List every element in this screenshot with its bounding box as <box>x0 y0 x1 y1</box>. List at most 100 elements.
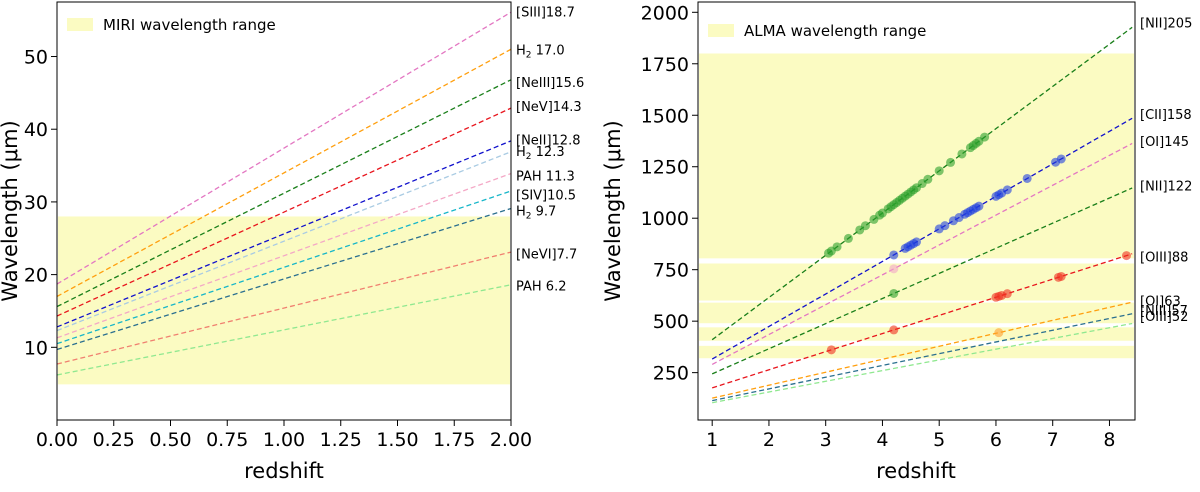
alma-point-0-21 <box>923 174 933 184</box>
alma-x-axis-label: redshift <box>876 459 956 483</box>
alma-point-0-29 <box>980 132 990 142</box>
miri-line-label-3: [NeV]14.3 <box>516 100 582 115</box>
alma-y-ticks: 250 500 750 1000 1250 1500 1750 2000 <box>641 2 698 385</box>
alma-line-label-5: [OI]63 <box>1140 295 1181 310</box>
miri-x-tick-label-6: 1.50 <box>376 429 418 451</box>
alma-x-tick-label-1: 2 <box>763 429 775 451</box>
miri-legend-label: MIRI wavelength range <box>103 16 276 34</box>
miri-line-5 <box>56 151 512 332</box>
alma-line-label-7: [OIII]52 <box>1140 310 1188 325</box>
alma-point-0-22 <box>934 166 944 176</box>
alma-band-4 <box>699 53 1134 259</box>
alma-point-4-7 <box>1056 271 1066 281</box>
miri-line-labels: [SIII]18.7 H2 17.0 [NeIII]15.6 [NeV]14.3 [Ne… <box>516 5 584 294</box>
alma-x-tick-label-4: 5 <box>933 429 945 451</box>
alma-y-tick-label-0: 250 <box>653 363 689 385</box>
miri-x-ticks: 0.00 0.25 0.50 0.75 1.00 1.25 1.50 1.75 2.00 <box>36 420 532 451</box>
miri-x-tick-label-5: 1.25 <box>320 429 362 451</box>
alma-line-label-0: [NII]205 <box>1140 17 1192 32</box>
miri-line-0 <box>56 11 512 285</box>
alma-legend-label: ALMA wavelength range <box>744 22 926 40</box>
miri-line-label-0: [SIII]18.7 <box>516 5 575 20</box>
alma-band-3 <box>699 263 1134 301</box>
alma-y-tick-label-2: 750 <box>653 260 689 282</box>
alma-line-label-6: [NIII]57 <box>1140 304 1188 319</box>
alma-points <box>824 132 1131 355</box>
alma-point-1-0 <box>889 250 899 260</box>
miri-y-tick-label-1: 20 <box>24 265 48 287</box>
alma-x-ticks: 1 2 3 4 5 6 7 8 <box>706 420 1116 451</box>
alma-point-0-23 <box>946 157 956 167</box>
miri-line-8 <box>56 207 512 351</box>
miri-y-tick-label-3: 40 <box>24 119 48 141</box>
miri-line-label-9: [NeVI]7.7 <box>516 248 577 263</box>
alma-bands <box>699 53 1134 359</box>
alma-point-1-15 <box>974 201 984 211</box>
miri-line-9 <box>56 251 512 365</box>
alma-point-0-3 <box>843 233 853 243</box>
alma-line-0 <box>711 26 1133 341</box>
alma-point-1-7 <box>940 221 950 231</box>
alma-line-label-4: [OIII]88 <box>1140 250 1188 265</box>
alma-line-3 <box>711 187 1133 375</box>
miri-line-10 <box>56 284 512 376</box>
alma-y-tick-label-7: 2000 <box>641 2 689 24</box>
miri-y-tick-label-0: 10 <box>24 337 48 359</box>
alma-point-0-2 <box>832 242 842 252</box>
miri-x-tick-label-7: 1.75 <box>433 429 475 451</box>
miri-x-tick-label-3: 0.75 <box>206 429 248 451</box>
miri-x-axis-label: redshift <box>244 459 324 483</box>
alma-y-axis-label: Wavelength (μm) <box>601 120 625 301</box>
miri-line-label-10: PAH 6.2 <box>516 280 566 295</box>
miri-x-tick-label-1: 0.25 <box>93 429 135 451</box>
alma-x-tick-label-6: 7 <box>1047 429 1059 451</box>
alma-line-labels: [NII]205 [CII]158 [OI]145 [NII]122 [OIII]88 [… <box>1140 17 1192 325</box>
alma-point-0-5 <box>860 221 870 231</box>
alma-point-1-20 <box>1022 173 1032 183</box>
alma-band-2 <box>699 302 1134 324</box>
miri-line-label-2: [NeIII]15.6 <box>516 76 584 91</box>
alma-line-label-2: [OI]145 <box>1140 135 1189 150</box>
alma-line-2 <box>711 142 1133 365</box>
alma-x-tick-label-2: 3 <box>820 429 832 451</box>
alma-x-tick-label-0: 1 <box>706 429 718 451</box>
alma-point-4-0 <box>826 345 836 355</box>
miri-line-4 <box>56 140 512 328</box>
miri-line-label-6: PAH 11.3 <box>516 170 575 185</box>
alma-x-tick-label-7: 8 <box>1103 429 1115 451</box>
alma-y-tick-label-3: 1000 <box>641 208 689 230</box>
alma-line-4 <box>711 253 1133 389</box>
miri-line-label-5: H2 12.3 <box>516 145 565 162</box>
alma-line-label-1: [CII]158 <box>1140 108 1192 123</box>
miri-y-axis-label: Wavelength (μm) <box>0 120 22 301</box>
miri-x-tick-label-2: 0.50 <box>149 429 191 451</box>
alma-y-tick-label-6: 1750 <box>641 54 689 76</box>
miri-x-tick-label-8: 2.00 <box>490 429 532 451</box>
alma-point-0-24 <box>957 149 967 159</box>
alma-y-tick-label-4: 1250 <box>641 157 689 179</box>
alma-y-tick-label-1: 500 <box>653 311 689 333</box>
alma-legend-swatch <box>708 24 734 37</box>
miri-line-label-8: H2 9.7 <box>516 205 556 222</box>
miri-line-label-7: [SIV]10.5 <box>516 189 576 204</box>
miri-x-tick-label-4: 1.00 <box>263 429 305 451</box>
alma-point-4-1 <box>889 325 899 335</box>
alma-point-4-8 <box>1121 251 1131 261</box>
miri-y-tick-label-4: 50 <box>24 47 48 69</box>
alma-y-tick-label-5: 1500 <box>641 105 689 127</box>
alma-line-7 <box>712 322 1133 404</box>
miri-line-2 <box>56 79 512 308</box>
alma-point-2-0 <box>889 264 899 274</box>
alma-x-tick-label-3: 4 <box>876 429 888 451</box>
miri-line-3 <box>56 107 512 317</box>
alma-point-1-19 <box>1002 185 1012 195</box>
alma-band-1 <box>699 327 1134 341</box>
miri-line-label-1: H2 17.0 <box>516 43 565 60</box>
alma-point-3-0 <box>889 288 899 298</box>
alma-panel: 1 2 3 4 5 6 7 8 250 500 750 1000 1250 1500 1750 2000 [… <box>601 1 1192 483</box>
miri-x-tick-label-0: 0.00 <box>36 429 78 451</box>
miri-lines <box>56 11 512 376</box>
miri-line-6 <box>56 172 512 339</box>
miri-y-tick-label-2: 30 <box>24 192 48 214</box>
alma-point-4-5 <box>1002 289 1012 299</box>
